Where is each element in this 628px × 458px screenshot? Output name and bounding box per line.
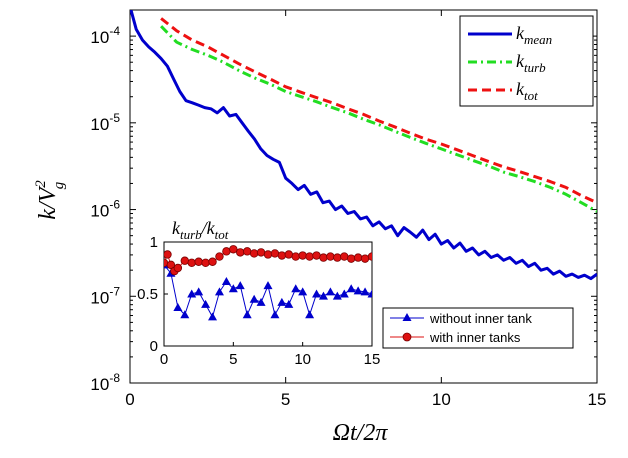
inset-x-tick-label: 10 (294, 351, 311, 368)
legend-marker-triangle (402, 313, 412, 321)
svg-text:k/V2g: k/V2 g (33, 180, 67, 220)
inset-point-circle (249, 249, 259, 258)
inset-point-circle (229, 245, 238, 254)
inset-y-tick-label: 0.5 (137, 286, 158, 303)
legend-label-k-turb: kturb (516, 51, 546, 75)
inset-point-circle (166, 260, 176, 270)
inset-point-triangle (339, 289, 349, 298)
main-x-tick-label: 10 (432, 390, 451, 409)
inset-point-triangle (325, 287, 335, 296)
main-x-tick-label: 0 (125, 390, 134, 409)
main-y-tick-label: 10-8 (90, 371, 120, 394)
main-x-axis-label: Ωt/2π (333, 420, 389, 446)
inset-point-circle (360, 254, 370, 263)
legend-label-k-mean: kmean (516, 23, 552, 47)
inset-point-triangle (180, 310, 190, 319)
inset-point-triangle (277, 297, 287, 306)
inset-legend: without inner tank with inner tanks (382, 307, 574, 349)
inset-x-tick-label: 15 (364, 351, 381, 368)
main-y-tick-label: 10-7 (90, 284, 120, 307)
inset-point-circle (187, 258, 196, 267)
inset-point-circle (340, 252, 349, 261)
inset-point-circle (164, 250, 172, 259)
inset-point-triangle (367, 289, 372, 298)
inset-point-circle (236, 248, 245, 257)
inset-point-triangle (208, 312, 218, 321)
inset-point-triangle (270, 310, 280, 319)
series-line-k-mean (130, 10, 597, 281)
series-line-k-turb (160, 25, 597, 213)
inset-point-triangle (332, 291, 342, 300)
inset-point-circle (194, 257, 203, 266)
inset-point-circle (222, 247, 231, 256)
main-y-tick-label: 10-6 (90, 198, 120, 221)
legend-marker-circle (402, 332, 412, 342)
inset-point-circle (173, 263, 183, 273)
inset-y-tick-label: 0 (150, 338, 158, 355)
inset-point-circle (326, 252, 335, 261)
inset-point-circle (263, 250, 273, 259)
inset-point-circle (353, 253, 363, 262)
main-y-tick-label: 10-4 (90, 24, 120, 47)
inset-point-triangle (263, 281, 273, 290)
inset-point-triangle (194, 287, 204, 296)
inset-point-triangle (201, 299, 211, 308)
inset-point-triangle (256, 297, 266, 306)
inset-point-circle (319, 253, 328, 262)
inset-point-triangle (214, 287, 224, 296)
inset-point-triangle (318, 291, 328, 300)
inset-point-circle (347, 254, 356, 263)
y-label-sub: g (51, 181, 67, 189)
main-y-tick-label: 10-5 (90, 111, 120, 134)
inset-point-circle (291, 252, 300, 261)
legend-label-without-inner-tank: without inner tank (429, 311, 532, 326)
inset-point-circle (333, 253, 342, 262)
inset-point-triangle (249, 294, 259, 303)
inset-point-circle (270, 249, 280, 258)
y-label-main: k/V (35, 185, 61, 219)
inset-title: kturb/ktot (172, 218, 229, 242)
inset-point-triangle (353, 286, 363, 295)
legend-label-with-inner-tanks: with inner tanks (429, 330, 521, 345)
inset-x-tick-label: 5 (229, 351, 237, 368)
inset-point-circle (312, 251, 321, 260)
inset-point-circle (201, 258, 210, 267)
inset-point-circle (367, 252, 372, 261)
inset-point-triangle (284, 299, 294, 308)
inset-point-circle (298, 251, 307, 260)
inset-point-triangle (312, 289, 322, 298)
inset-point-triangle (291, 284, 301, 293)
inset-point-circle (180, 256, 189, 265)
inset-point-triangle (235, 281, 245, 290)
inset-point-triangle (360, 287, 370, 296)
inset-point-circle (208, 257, 217, 266)
inset-point-circle (305, 252, 314, 261)
inset-point-triangle (305, 310, 315, 319)
inset-point-circle (256, 248, 266, 257)
inset-point-circle (284, 250, 293, 259)
inset-point-triangle (173, 303, 183, 312)
inset-point-triangle (298, 287, 308, 296)
inset-point-triangle (242, 310, 252, 319)
inset-point-triangle (221, 277, 231, 286)
y-label-sup: 2 (33, 180, 49, 188)
series-line-k-tot (160, 17, 597, 205)
main-x-tick-label: 15 (588, 390, 607, 409)
legend-label-k-tot: ktot (516, 79, 538, 103)
main-x-tick-label: 5 (281, 390, 290, 409)
main-legend: kmean kturb ktot (459, 15, 594, 107)
inset-point-circle (215, 252, 224, 261)
inset-x-tick-label: 0 (160, 351, 168, 368)
inset-point-triangle (346, 284, 356, 293)
inset-point-circle (242, 247, 252, 256)
inset-point-triangle (228, 284, 238, 293)
main-y-axis-label: k/V2 g (33, 180, 67, 220)
inset-y-tick-label: 1 (150, 234, 158, 251)
inset-point-triangle (187, 289, 197, 298)
inset-point-circle (277, 251, 287, 260)
